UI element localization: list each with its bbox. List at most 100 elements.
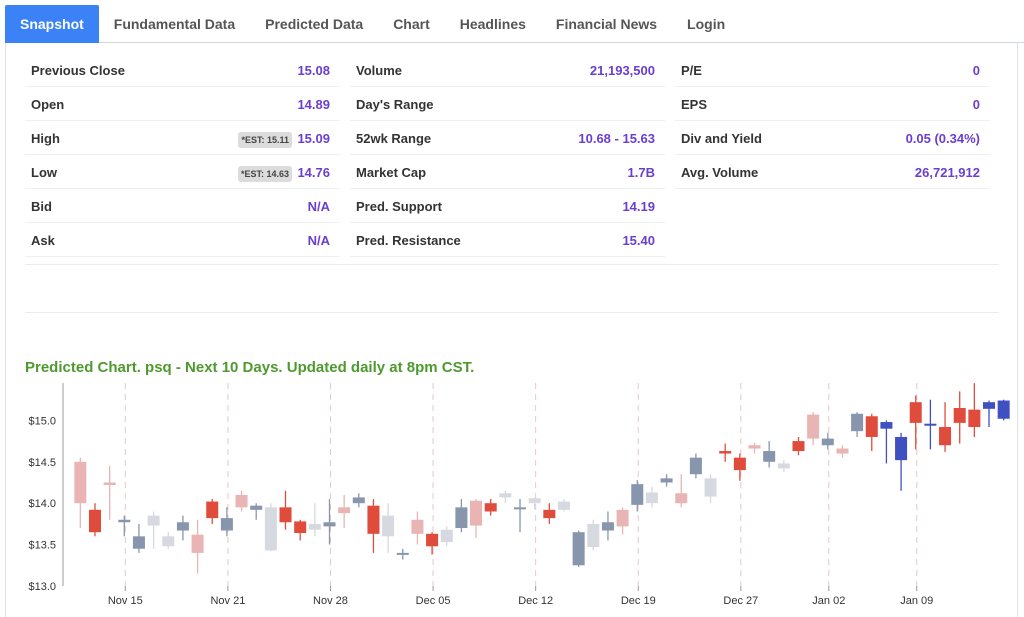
candle-body [572, 532, 585, 566]
stat-row-previous-close: Previous Close 15.08 [25, 53, 340, 87]
stat-label: Day's Range [356, 97, 434, 112]
candlestick-chart: $13.0 $13.5 $14.0 $14.5 $15.0 Nov 15 Nov 21 Nov… [28, 383, 1010, 607]
candle-body [748, 445, 761, 449]
candle-body [865, 416, 878, 437]
candle-body [675, 493, 688, 504]
candle-body [426, 533, 439, 547]
candle-body [528, 498, 541, 504]
candle-body [543, 509, 556, 519]
candle-body [557, 501, 570, 510]
stat-label: Volume [356, 63, 402, 78]
x-tick-label: Jan 09 [900, 595, 933, 607]
tab-fundamental-data[interactable]: Fundamental Data [113, 16, 236, 32]
x-tick-label: Dec 19 [621, 595, 656, 607]
candle-body [514, 507, 527, 510]
stat-label: High [31, 131, 60, 146]
x-tick-label: Dec 05 [416, 595, 451, 607]
candle-body [396, 552, 409, 555]
candle-body [821, 438, 834, 446]
candle-body [88, 509, 101, 533]
candle-body [191, 534, 204, 553]
candle-body [132, 536, 145, 549]
candle-body [909, 402, 922, 423]
stat-label: Ask [31, 233, 55, 248]
candle-body [836, 448, 849, 454]
candle-body [616, 509, 629, 527]
candle-body [601, 522, 614, 531]
stat-value: 0 [972, 97, 980, 112]
candle-body [939, 427, 952, 446]
stat-row-low: Low 14.76 *EST: 14.63 [25, 155, 340, 189]
stat-value: 10.68 - 15.63 [578, 131, 655, 146]
candle-body [792, 441, 805, 452]
candle-body [220, 518, 233, 531]
tab-headlines[interactable]: Headlines [459, 16, 526, 32]
candle-body [733, 457, 746, 471]
x-tick-label: Dec 27 [723, 595, 758, 607]
candle-body [147, 515, 160, 526]
candle-body [851, 413, 864, 432]
candle-body [645, 492, 658, 504]
candle-body [338, 507, 351, 514]
candle-body [103, 482, 116, 485]
snapshot-panel: Previous Close 15.08 Open 14.89 High 15.09 *ES… [5, 43, 1018, 617]
candle-body [484, 503, 497, 512]
stat-label: Div and Yield [681, 131, 762, 146]
candle-body [997, 400, 1010, 419]
stat-value: N/A [307, 233, 330, 248]
y-tick-label: $14.5 [28, 457, 56, 469]
candle-body [587, 523, 600, 548]
stat-row-52wk-range: 52wk Range 10.68 - 15.63 [350, 121, 665, 155]
candle-body [631, 484, 644, 505]
chart-title: Predicted Chart. psq - Next 10 Days. Upd… [25, 359, 475, 376]
candle-body [367, 505, 380, 534]
candle-body [953, 407, 966, 423]
stat-value: 14.89 [297, 97, 330, 112]
stat-value: 26,721,912 [914, 165, 980, 180]
tab-predicted-data[interactable]: Predicted Data [265, 16, 364, 32]
candle-body [382, 515, 395, 537]
divider [25, 312, 999, 313]
candle-body [895, 436, 908, 461]
stat-label: Pred. Resistance [356, 233, 461, 248]
tab-financial-news[interactable]: Financial News [555, 16, 658, 32]
stat-label: Bid [31, 199, 52, 214]
candle-body [763, 451, 776, 462]
stat-row-avg-volume: Avg. Volume 26,721,912 [675, 155, 990, 189]
stat-value: 15.09 [297, 131, 330, 146]
divider [25, 264, 999, 265]
candle-body [880, 422, 893, 429]
candle-body [74, 461, 87, 504]
candle-body [250, 505, 263, 510]
candle-body [206, 501, 219, 519]
tab-login[interactable]: Login [687, 16, 726, 32]
candle-body [777, 463, 790, 469]
candle-body [294, 521, 307, 534]
stat-label: Open [31, 97, 65, 112]
stats-column-1: Previous Close 15.08 Open 14.89 High 15.09 *ES… [25, 53, 340, 257]
candle-body [308, 523, 321, 530]
stat-row-high: High 15.09 *EST: 15.11 [25, 121, 340, 155]
stat-label: Pred. Support [356, 199, 442, 214]
stat-value: 21,193,500 [589, 63, 655, 78]
stat-label: Previous Close [31, 63, 125, 78]
stat-label: P/E [681, 63, 702, 78]
stat-value: 15.08 [297, 63, 330, 78]
stat-row-market-cap: Market Cap 1.7B [350, 155, 665, 189]
stat-row-day-s-range: Day's Range [350, 87, 665, 121]
stats-column-3: P/E 0 EPS 0 Div and Yield 0.05 (0.34%) Avg. Vo… [675, 53, 990, 189]
candle-body [264, 507, 277, 551]
stat-row-pred-support: Pred. Support 14.19 [350, 189, 665, 223]
estimate-badge: *EST: 14.63 [237, 166, 292, 182]
candle-body [323, 522, 336, 527]
stat-value: 15.40 [622, 233, 655, 248]
candle-body [704, 478, 717, 497]
stat-label: Market Cap [356, 165, 427, 180]
candle-body [411, 519, 424, 534]
tab-chart[interactable]: Chart [393, 16, 430, 32]
stat-row-volume: Volume 21,193,500 [350, 53, 665, 87]
stat-value: 1.7B [627, 165, 655, 180]
tab-snapshot[interactable]: Snapshot [5, 5, 99, 43]
y-tick-label: $15.0 [28, 415, 56, 427]
stat-label: Avg. Volume [681, 165, 759, 180]
